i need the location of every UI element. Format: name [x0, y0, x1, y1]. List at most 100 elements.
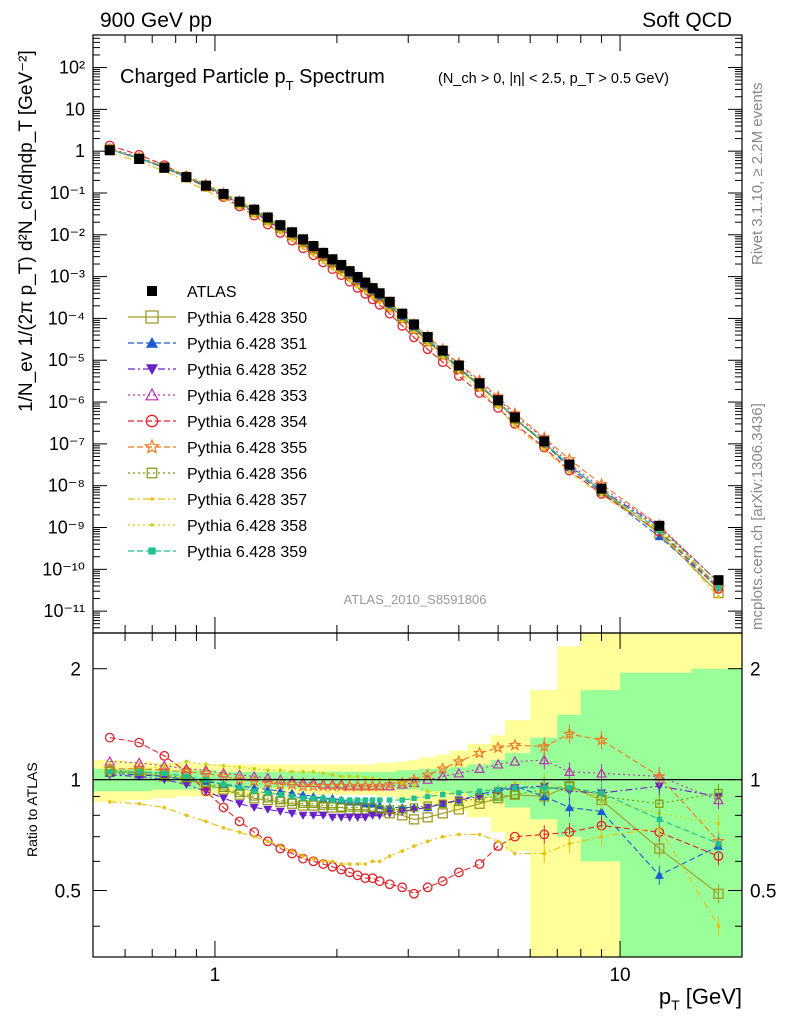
ratio-band-green: [93, 668, 742, 957]
ratio-y-tick-label-right: 2: [750, 660, 761, 681]
main-marker-s357: [278, 230, 283, 235]
ratio-marker-s356: [318, 801, 328, 810]
main-marker-data: [275, 220, 286, 231]
legend-item-s358: Pythia 6.428 358: [128, 518, 307, 535]
ratio-marker-s355: [306, 779, 320, 792]
ratio-marker-s358: [311, 770, 316, 774]
main-y-tick-label: 10⁻⁴: [48, 308, 85, 328]
ratio-marker-s356: [438, 799, 447, 808]
main-marker-data: [397, 308, 408, 319]
main-y-tick-label: 10⁻⁵: [48, 350, 85, 370]
ratio-marker-s350: [654, 843, 665, 854]
legend-label: Pythia 6.428 353: [187, 388, 307, 405]
ratio-marker-s355: [595, 733, 608, 746]
main-y-tick-label: 10⁻⁹: [48, 518, 85, 538]
ratio-marker-s355: [407, 772, 421, 786]
main-marker-data: [422, 331, 433, 342]
ratio-marker-s353: [509, 755, 521, 766]
ratio-marker-s357: [377, 859, 382, 864]
main-marker-s357: [301, 246, 305, 250]
ratio-marker-s358: [162, 764, 167, 768]
ratio-marker-s357: [290, 849, 294, 853]
main-marker-data: [374, 288, 385, 299]
ratio-marker-s357: [347, 862, 352, 866]
ratio-marker-s357: [237, 830, 242, 834]
ratio-marker-s355: [199, 766, 213, 779]
legend-label: Pythia 6.428 352: [187, 362, 307, 379]
ratio-marker-s357: [330, 859, 335, 864]
ratio-marker-s357: [457, 832, 461, 837]
ratio-marker-s359: [289, 793, 295, 800]
legend-item-s355: Pythia 6.428 355: [128, 438, 307, 457]
source-label: mcplots.cern.ch [arXiv:1306.3436]: [749, 403, 766, 630]
ratio-marker-s357: [477, 832, 482, 837]
legend-item-s359: Pythia 6.428 359: [128, 544, 307, 561]
ratio-marker-s352: [375, 811, 385, 820]
ratio-marker-s356: [493, 792, 503, 801]
main-marker-data: [509, 412, 520, 423]
main-marker-s357: [425, 342, 430, 346]
ratio-marker-s354: [384, 879, 395, 890]
ratio-marker-s357: [137, 801, 141, 806]
ratio-marker-s359: [362, 797, 368, 803]
ratio-marker-s355: [421, 768, 435, 781]
ratio-marker-s350: [422, 812, 433, 823]
main-y-tick-label: 10⁻²: [49, 225, 85, 245]
ratio-marker-s354: [409, 888, 419, 899]
legend-item-s352: Pythia 6.428 352: [128, 362, 307, 379]
ratio-marker-s352: [308, 811, 318, 820]
ratio-marker-s359: [369, 797, 376, 803]
ratio-marker-s353: [218, 767, 230, 778]
ratio-marker-s355: [508, 738, 522, 751]
main-y-tick-label: 10⁻⁸: [48, 476, 85, 496]
ratio-marker-s356: [375, 805, 384, 814]
main-y-tick-label: 1: [75, 141, 85, 161]
main-marker-data: [360, 277, 371, 288]
main-marker-data: [218, 188, 229, 199]
x-axis-label: pT [GeV]: [659, 984, 742, 1013]
main-marker-data: [384, 296, 395, 307]
main-marker-data: [159, 162, 170, 173]
ratio-marker-s357: [221, 825, 226, 830]
main-y-tick-label: 10⁻⁷: [49, 434, 85, 454]
ratio-marker-s357: [339, 862, 344, 866]
ratio-marker-s358: [363, 776, 368, 780]
ratio-marker-s355: [652, 769, 666, 782]
ratio-marker-s356: [475, 794, 484, 803]
ratio-marker-s350: [713, 888, 724, 899]
main-y-tick-label: 10²: [59, 58, 85, 78]
ratio-marker-s354: [374, 876, 385, 887]
legend-marker: [145, 310, 159, 324]
legend-item-s357: Pythia 6.428 357: [128, 492, 307, 509]
main-y-tick-label: 10: [65, 99, 85, 119]
ratio-marker-s355: [452, 754, 466, 768]
ratio-line-s359: [109, 771, 719, 845]
main-marker-data: [596, 483, 607, 494]
ratio-marker-s357: [311, 856, 316, 861]
ratio-marker-s352: [438, 800, 448, 809]
ratio-marker-s356: [385, 805, 394, 814]
ratio-line-s356: [109, 769, 719, 810]
ratio-marker-s355: [395, 776, 409, 789]
legend-marker: [146, 467, 158, 479]
ratio-marker-s359: [220, 781, 227, 788]
ratio-marker-s352: [275, 807, 285, 816]
ratio-marker-s357: [321, 859, 325, 864]
ratio-marker-s355: [491, 740, 505, 754]
main-marker-s357: [355, 284, 360, 289]
x-axis-label-main: p: [659, 984, 671, 1009]
ratio-marker-s352: [353, 813, 363, 822]
main-marker-data: [352, 271, 363, 282]
main-marker-s357: [339, 272, 344, 277]
ratio-marker-s352: [263, 805, 273, 814]
ratio-marker-s353: [538, 754, 550, 765]
ratio-marker-s359: [376, 797, 383, 803]
main-marker-data: [262, 212, 273, 223]
ratio-marker-s352: [360, 813, 370, 822]
ratio-marker-s354: [437, 876, 448, 887]
ratio-marker-s358: [321, 771, 325, 776]
legend-label: Pythia 6.428 356: [187, 466, 307, 483]
ratio-marker-s353: [563, 766, 575, 777]
ratio-marker-s351: [360, 799, 370, 808]
